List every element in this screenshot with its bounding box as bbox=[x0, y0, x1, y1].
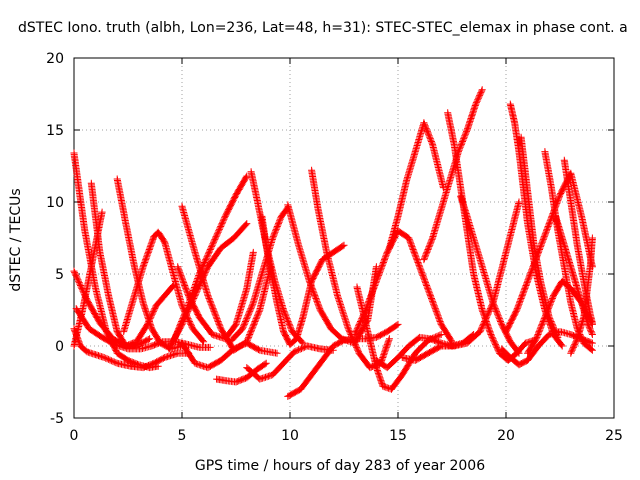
series-18-markers bbox=[243, 342, 337, 383]
y-tick-labels: -5 0 5 10 15 20 bbox=[46, 51, 64, 427]
series-37 bbox=[552, 212, 596, 338]
x-tick-labels: 0 5 10 15 20 25 bbox=[70, 428, 623, 444]
x-tick-label: 10 bbox=[281, 428, 299, 444]
series-27-markers bbox=[420, 86, 486, 264]
series-22-markers bbox=[353, 283, 445, 393]
y-tick-label: 10 bbox=[46, 195, 64, 211]
chart-title: dSTEC Iono. truth (albh, Lon=236, Lat=48… bbox=[18, 20, 628, 36]
series-29 bbox=[457, 192, 523, 357]
x-tick-label: 5 bbox=[178, 428, 187, 444]
series-31 bbox=[517, 133, 562, 341]
series-22 bbox=[353, 283, 445, 393]
series-11 bbox=[165, 220, 251, 353]
series-33 bbox=[502, 169, 596, 336]
series-3-markers bbox=[70, 325, 192, 372]
y-tick-label: -5 bbox=[50, 411, 64, 427]
series-24 bbox=[385, 119, 447, 252]
y-axis-label: dSTEC / TECUs bbox=[8, 188, 24, 292]
series-18 bbox=[243, 342, 337, 383]
series-3 bbox=[70, 325, 192, 372]
series-27 bbox=[420, 86, 486, 264]
series-6-markers bbox=[70, 208, 106, 350]
series-24-markers bbox=[385, 119, 447, 252]
series-11-markers bbox=[165, 220, 251, 353]
axes bbox=[73, 57, 615, 419]
data-points bbox=[70, 86, 596, 400]
series-13-markers bbox=[178, 339, 281, 372]
series-8-markers bbox=[120, 228, 208, 346]
series-38-markers bbox=[567, 234, 596, 357]
y-tick-label: 20 bbox=[46, 51, 64, 67]
plot-frame bbox=[73, 57, 615, 419]
series-6 bbox=[70, 208, 106, 350]
x-tick-label: 25 bbox=[605, 428, 623, 444]
y-tick-label: 5 bbox=[55, 267, 64, 283]
series-38 bbox=[567, 234, 596, 357]
series-37-markers bbox=[552, 212, 596, 338]
x-tick-label: 20 bbox=[497, 428, 515, 444]
series-33-markers bbox=[502, 169, 596, 336]
x-axis-label: GPS time / hours of day 283 of year 2006 bbox=[194, 458, 486, 474]
y-tick-label: 0 bbox=[55, 339, 64, 355]
series-8 bbox=[120, 228, 208, 346]
y-tick-label: 15 bbox=[46, 123, 64, 139]
series-31-markers bbox=[517, 133, 562, 341]
series-13 bbox=[178, 339, 281, 372]
x-tick-label: 15 bbox=[389, 428, 407, 444]
series-29-markers bbox=[457, 192, 523, 357]
x-tick-label: 0 bbox=[70, 428, 79, 444]
